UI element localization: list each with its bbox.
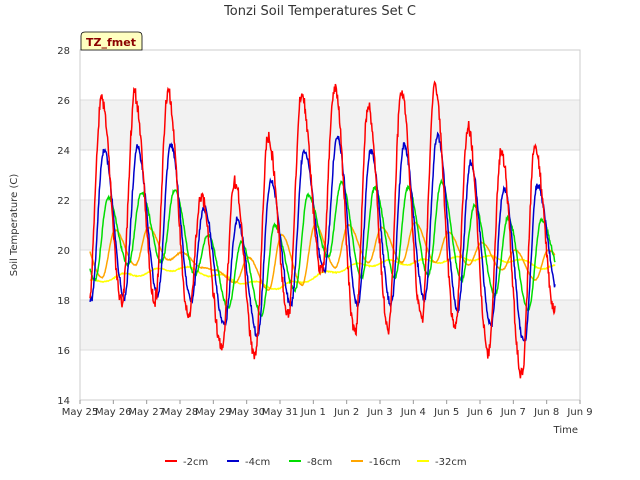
y-tick-label: 24 — [57, 146, 70, 157]
x-tick-label: Jun 9 — [566, 407, 592, 418]
x-tick-label: May 28 — [162, 407, 199, 418]
x-tick-label: Jun 6 — [466, 407, 492, 418]
y-tick-label: 20 — [57, 246, 70, 257]
y-tick-label: 16 — [57, 346, 70, 357]
plot-band — [80, 50, 580, 100]
legend-label: -8cm — [307, 457, 332, 468]
chart-title: Tonzi Soil Temperatures Set C — [223, 4, 416, 19]
x-tick-label: May 27 — [128, 407, 165, 418]
x-tick-label: Jun 2 — [333, 407, 359, 418]
x-tick-label: Jun 8 — [533, 407, 559, 418]
x-tick-label: May 26 — [95, 407, 132, 418]
legend-label: -16cm — [369, 457, 401, 468]
x-tick-label: Jun 4 — [400, 407, 426, 418]
y-axis-ticks: 14 16 18 20 22 24 26 28 — [57, 46, 70, 407]
x-tick-label: Jun 3 — [366, 407, 392, 418]
site-badge: TZ_fmet — [80, 31, 143, 51]
legend-label: -2cm — [183, 457, 208, 468]
badge-label: TZ_fmet — [86, 36, 136, 49]
y-tick-label: 14 — [57, 396, 70, 407]
series-line--2cm — [89, 80, 556, 379]
x-tick-label: May 31 — [262, 407, 299, 418]
y-axis-title: Soil Temperature (C) — [9, 174, 20, 277]
legend: -2cm -4cm -8cm -16cm -32cm — [165, 457, 467, 468]
x-tick-label: Jun 7 — [500, 407, 526, 418]
legend-label: -4cm — [245, 457, 270, 468]
x-tick-label: Jun 1 — [300, 407, 326, 418]
series-lines — [89, 80, 556, 379]
x-tick-label: May 30 — [228, 407, 265, 418]
x-axis-title: Time — [553, 425, 578, 436]
x-tick-label: Jun 5 — [433, 407, 459, 418]
y-tick-label: 26 — [57, 96, 70, 107]
y-tick-label: 18 — [57, 296, 70, 307]
y-tick-label: 28 — [57, 46, 70, 57]
legend-label: -32cm — [435, 457, 467, 468]
plot-band — [80, 350, 580, 400]
badge-shape — [80, 31, 143, 51]
plot-band — [80, 300, 580, 350]
plot-border — [79, 49, 581, 401]
series-line--16cm — [89, 221, 556, 291]
x-tick-label: May 29 — [195, 407, 232, 418]
x-tick-label: May 25 — [62, 407, 99, 418]
y-tick-label: 22 — [57, 196, 70, 207]
